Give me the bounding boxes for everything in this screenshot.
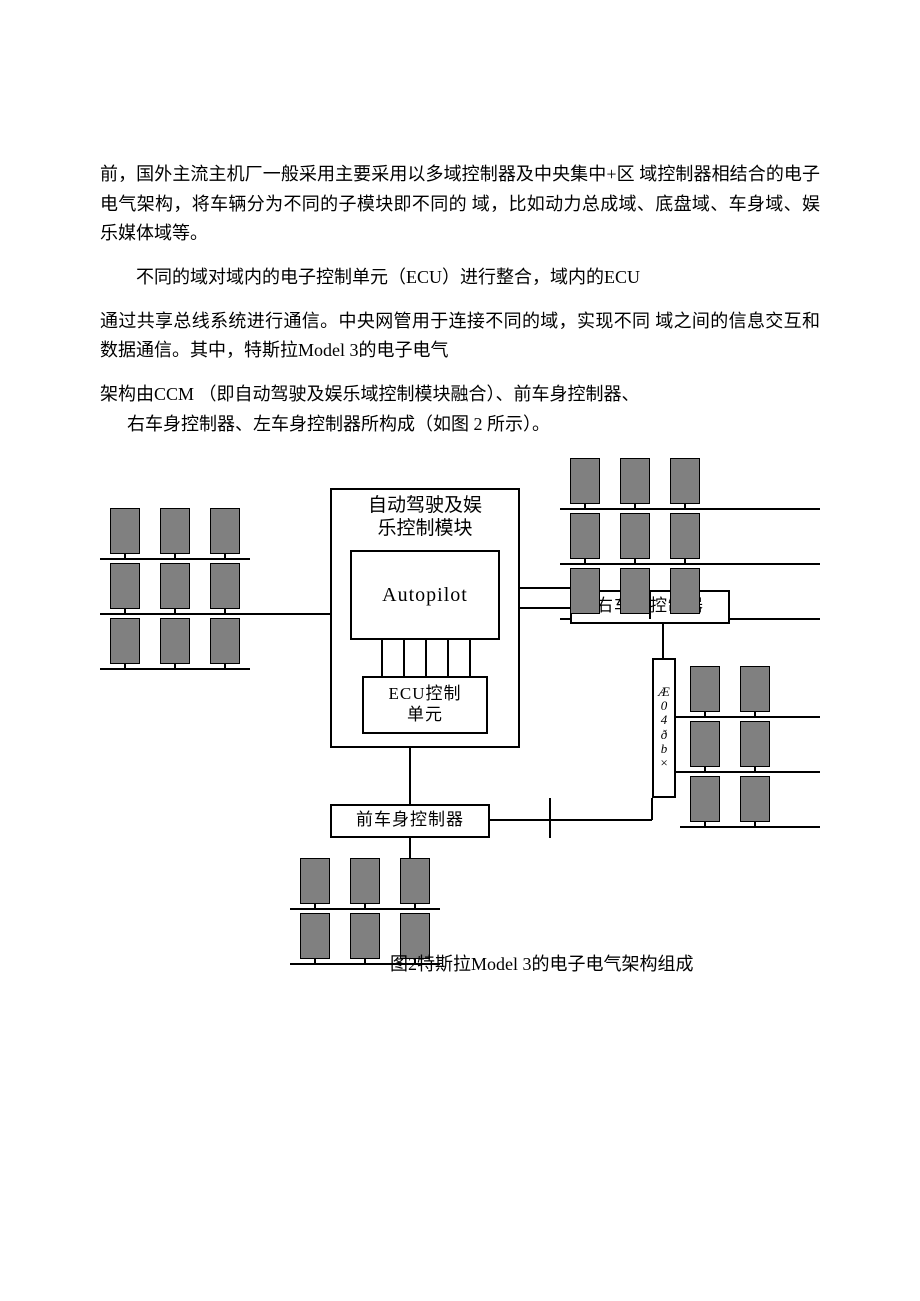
ecu-block — [670, 568, 700, 614]
ecu-block — [110, 508, 140, 554]
ecu-block — [620, 513, 650, 559]
main-module-title: 自动驾驶及娱乐控制模块 — [338, 494, 512, 542]
ecu-block — [740, 776, 770, 822]
ecu-block — [690, 666, 720, 712]
figure-caption: 图2特斯拉Model 3的电子电气架构组成 — [390, 950, 694, 980]
ecu-block — [690, 776, 720, 822]
paragraph-4: 架构由CCM （即自动驾驶及娱乐域控制模块融合）、前车身控制器、 — [100, 380, 820, 410]
ecu-block — [690, 721, 720, 767]
ecu-block — [570, 568, 600, 614]
ecu-block — [350, 913, 380, 959]
ecu-block — [350, 858, 380, 904]
ecu-block — [570, 513, 600, 559]
ecu-block — [300, 913, 330, 959]
paragraph-2: 不同的域对域内的电子控制单元（ECU）进行整合，域内的ECU — [100, 263, 820, 293]
ecu-block — [110, 618, 140, 664]
left-body-controller: Æ04ðb× — [652, 658, 676, 798]
ecu-block — [210, 508, 240, 554]
ecu-block — [110, 563, 140, 609]
ecu-block — [740, 666, 770, 712]
ecu-block — [160, 563, 190, 609]
ecu-block — [210, 618, 240, 664]
ecu-block — [570, 458, 600, 504]
paragraph-3: 通过共享总线系统进行通信。中央网管用于连接不同的域，实现不同 域之间的信息交互和… — [100, 307, 820, 366]
front-body-controller: 前车身控制器 — [330, 804, 490, 838]
ecu-block — [740, 721, 770, 767]
ecu-block — [210, 563, 240, 609]
ecu-box: ECU控制单元 — [362, 676, 488, 734]
autopilot-box: Autopilot — [350, 550, 500, 640]
paragraph-1: 前，国外主流主机厂一般采用主要采用以多域控制器及中央集中+区 域控制器相结合的电… — [100, 160, 820, 249]
ecu-block — [400, 858, 430, 904]
ecu-block — [620, 458, 650, 504]
ecu-block — [300, 858, 330, 904]
tesla-diagram: 自动驾驶及娱乐控制模块AutopilotECU控制单元右车身控制器前车身控制器Æ… — [100, 458, 820, 958]
ecu-block — [160, 618, 190, 664]
ecu-block — [620, 568, 650, 614]
paragraph-5: 右车身控制器、左车身控制器所构成（如图 2 所示）。 — [100, 410, 820, 440]
ecu-block — [670, 513, 700, 559]
ecu-block — [670, 458, 700, 504]
ecu-block — [160, 508, 190, 554]
